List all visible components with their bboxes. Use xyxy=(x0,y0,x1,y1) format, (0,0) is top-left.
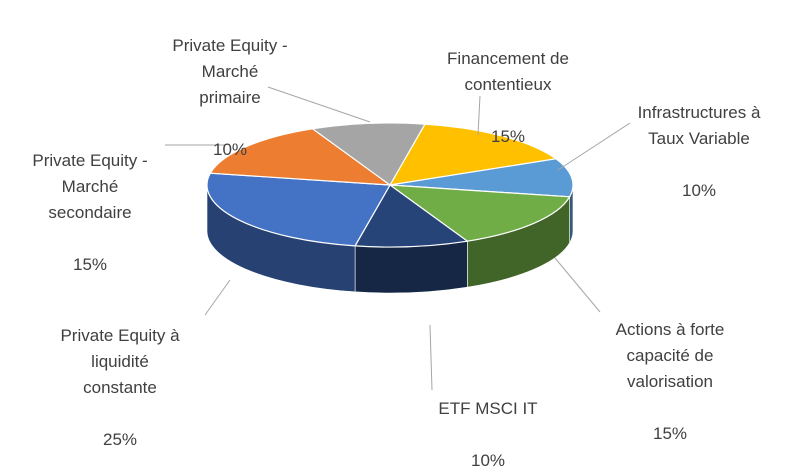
pie-slice-infrastructures-taux-variable xyxy=(389,158,574,198)
pie-slice-private-equity-march-secondaire xyxy=(209,128,393,186)
pie-chart xyxy=(165,86,631,391)
label-pe-liquidite-value: 25% xyxy=(102,430,138,449)
label-infrastructures-value: 10% xyxy=(681,181,717,200)
leader-line-financement-de-contentieux xyxy=(477,95,481,136)
label-etf: ETF MSCI IT 10% xyxy=(418,370,558,474)
label-etf-text: ETF MSCI IT xyxy=(438,399,538,418)
pie-slice-private-equity-march-primaire xyxy=(311,122,426,186)
label-pe-secondaire: Private Equity - Marché secondaire 15% xyxy=(0,122,180,278)
label-financement-value: 15% xyxy=(490,127,526,146)
pie-slice-financement-de-contentieux xyxy=(388,123,558,186)
label-infrastructures-text: Infrastructures à Taux Variable xyxy=(637,103,761,148)
label-pe-liquidite: Private Equity à liquidité constante 25% xyxy=(30,297,210,453)
label-infrastructures: Infrastructures à Taux Variable 10% xyxy=(614,74,784,204)
label-pe-secondaire-text: Private Equity - Marché secondaire xyxy=(32,151,148,222)
label-pe-liquidite-text: Private Equity à liquidité constante xyxy=(60,326,180,397)
leader-line-etf-msci-it xyxy=(429,324,433,391)
label-actions-text: Actions à forte capacité de valorisation xyxy=(615,320,725,391)
label-pe-primaire: Private Equity - Marché primaire 10% xyxy=(140,7,320,163)
label-pe-primaire-value: 10% xyxy=(212,140,248,159)
label-financement: Financement de contentieux 15% xyxy=(418,20,598,150)
leader-lines xyxy=(165,86,631,391)
label-pe-primaire-text: Private Equity - Marché primaire xyxy=(172,36,288,107)
label-financement-text: Financement de contentieux xyxy=(447,49,569,94)
pie-slice-actions-forte-capacit-de-valorisation xyxy=(387,184,571,242)
leader-line-infrastructures-taux-variable xyxy=(557,122,631,171)
leader-line-private-equity-liquidit-constante xyxy=(204,279,231,316)
label-etf-value: 10% xyxy=(470,451,506,470)
pie-slice-private-equity-liquidit-constante xyxy=(206,172,391,247)
label-pe-secondaire-value: 15% xyxy=(72,255,108,274)
pie-tops xyxy=(206,122,574,248)
leader-line-private-equity-march-primaire xyxy=(267,86,371,123)
pie-sides xyxy=(206,184,574,294)
pie-side-etf-msci-it xyxy=(354,240,468,294)
label-actions: Actions à forte capacité de valorisation… xyxy=(580,291,760,447)
pie-slice-etf-msci-it xyxy=(354,184,469,248)
label-actions-value: 15% xyxy=(652,424,688,443)
leader-line-actions-forte-capacit-de-valorisation xyxy=(554,257,601,313)
